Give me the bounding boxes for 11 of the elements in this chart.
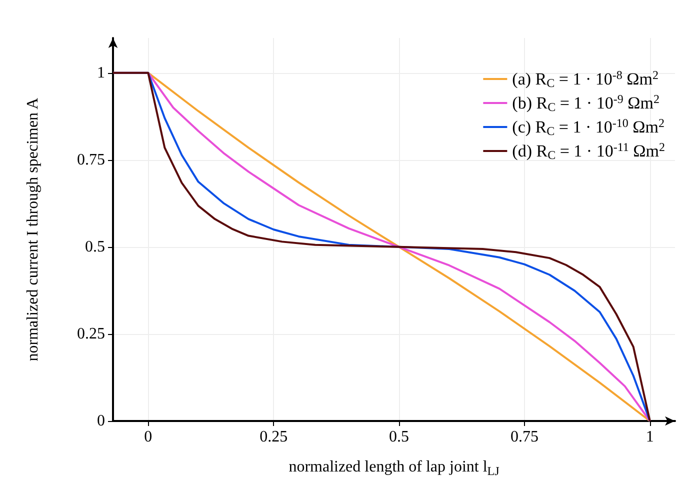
x-tick-label: 0.75 (510, 428, 538, 446)
y-tick-label: 0 (97, 412, 105, 430)
x-tick-label: 1 (646, 428, 654, 446)
y-tick-label: 1 (97, 64, 105, 82)
x-tick-label: 0.5 (389, 428, 410, 446)
x-tick-label: 0 (144, 428, 152, 446)
y-tick-label: 0.5 (85, 238, 105, 256)
y-axis-title: normalized current I through specimen A (24, 97, 42, 362)
y-tick-label: 0.75 (77, 151, 105, 168)
x-tick-label: 0.25 (260, 428, 288, 446)
y-tick-label: 0.25 (77, 325, 105, 342)
